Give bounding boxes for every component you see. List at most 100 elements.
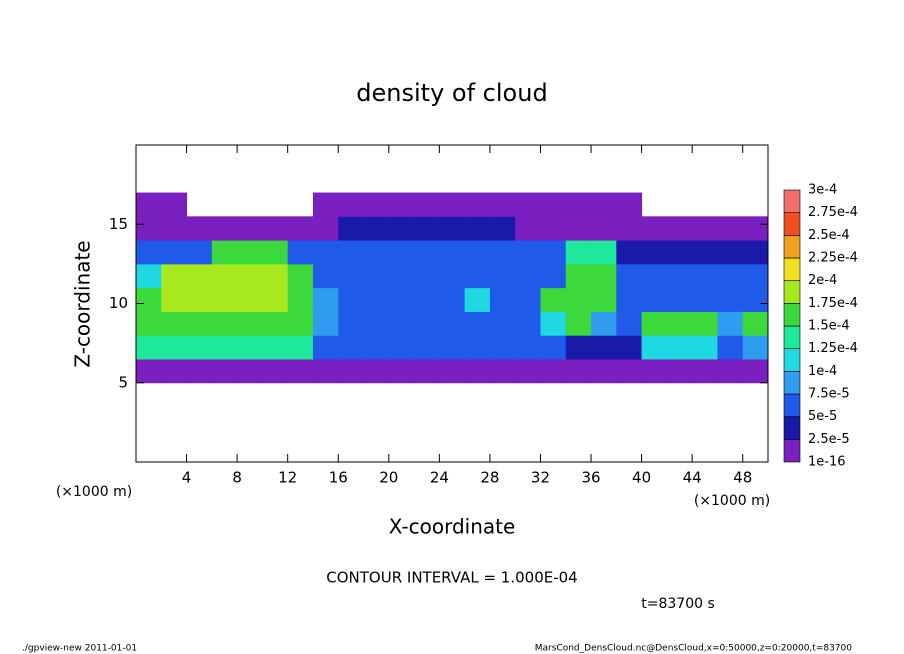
heat-cell: [186, 216, 213, 241]
heat-cell: [338, 287, 365, 312]
footer-right: MarsCond_DensCloud.nc@DensCloud,x=0:5000…: [535, 644, 852, 654]
heat-cell: [565, 240, 592, 265]
heat-cell: [161, 358, 188, 384]
heat-cell: [136, 358, 162, 384]
heat-cell: [439, 287, 466, 312]
heat-cell: [287, 240, 314, 265]
heat-cell: [717, 335, 744, 360]
heat-cell: [439, 358, 466, 384]
heat-cell: [717, 358, 744, 384]
heat-cell: [312, 216, 339, 241]
heat-cell: [439, 240, 466, 265]
heat-cell: [717, 311, 744, 336]
contour-note: CONTOUR INTERVAL = 1.000E-04: [326, 569, 577, 587]
x-unit: (×1000 m): [56, 484, 132, 500]
y-tick-label: 5: [118, 373, 128, 391]
heat-cell: [136, 192, 162, 217]
heat-cell: [616, 263, 643, 289]
heat-cell: [742, 287, 769, 312]
heat-cell: [262, 216, 289, 241]
heat-cell: [161, 240, 188, 265]
heat-cell: [666, 287, 693, 312]
heat-cell: [489, 335, 516, 360]
heat-cell: [666, 240, 693, 265]
heat-cell: [666, 311, 693, 336]
heat-cell: [616, 335, 643, 360]
colorbar-box: [783, 189, 801, 213]
colorbar-label: 1.5e-4: [808, 319, 850, 334]
heat-cell: [565, 287, 592, 312]
heat-cell: [641, 358, 668, 384]
heat-cell: [692, 216, 718, 241]
heat-cell: [186, 240, 213, 265]
heat-cell: [616, 216, 643, 241]
colorbar-label: 2.25e-4: [808, 251, 858, 266]
heat-cell: [616, 311, 643, 336]
heat-cell: [186, 335, 213, 360]
heat-cell: [388, 216, 415, 241]
heat-cell: [287, 311, 314, 336]
heat-cell: [591, 240, 617, 265]
heat-cell: [692, 240, 718, 265]
colorbar-label: 5e-5: [808, 409, 837, 424]
heat-cell: [211, 311, 238, 336]
heat-cell: [338, 240, 365, 265]
heat-cell: [565, 311, 592, 336]
heat-cell: [439, 311, 466, 336]
colorbar-label: 7.5e-5: [808, 387, 850, 402]
heat-cell: [489, 287, 516, 312]
heat-cell: [211, 358, 238, 384]
heat-cell: [464, 263, 491, 289]
heat-cell: [439, 216, 466, 241]
heat-cell: [363, 287, 390, 312]
heat-cell: [515, 335, 541, 360]
colorbar-box: [783, 325, 801, 349]
x-tick-label: 4: [182, 469, 192, 487]
heat-cell: [262, 240, 289, 265]
x-unit: (×1000 m): [694, 493, 770, 509]
heat-cell: [616, 240, 643, 265]
heat-cell: [363, 240, 390, 265]
heat-cell: [464, 287, 491, 312]
x-tick-label: 24: [430, 469, 449, 487]
heat-cell: [312, 192, 339, 217]
heat-cell: [540, 263, 567, 289]
heat-cell: [515, 263, 541, 289]
heat-cell: [692, 287, 718, 312]
heat-cell: [338, 358, 365, 384]
colorbar-label: 1e-16: [808, 455, 846, 470]
heat-cell: [211, 263, 238, 289]
heat-cell: [388, 335, 415, 360]
heat-cell: [489, 240, 516, 265]
heat-cell: [641, 311, 668, 336]
heat-cell: [515, 287, 541, 312]
heat-cell: [439, 192, 466, 217]
heat-cell: [540, 358, 567, 384]
heat-cell: [414, 335, 440, 360]
heat-cell: [464, 358, 491, 384]
heat-cell: [515, 311, 541, 336]
heat-cell: [211, 216, 238, 241]
heat-cell: [338, 192, 365, 217]
x-tick-label: 44: [683, 469, 702, 487]
heat-cell: [136, 311, 162, 336]
colorbar-label: 1e-4: [808, 364, 837, 379]
colorbar-label: 2.5e-4: [808, 228, 850, 243]
heat-cell: [489, 358, 516, 384]
heat-cell: [616, 192, 643, 217]
colorbar-box: [783, 371, 801, 395]
heat-cell: [388, 287, 415, 312]
heat-cell: [363, 263, 390, 289]
heat-cell: [565, 358, 592, 384]
heat-cell: [211, 335, 238, 360]
colorbar-box: [783, 439, 801, 463]
heat-cell: [515, 240, 541, 265]
heat-cell: [312, 358, 339, 384]
heat-cell: [489, 311, 516, 336]
y-tick-label: 15: [109, 215, 128, 233]
heat-cell: [186, 311, 213, 336]
colorbar-label: 2.5e-5: [808, 432, 850, 447]
heat-cell: [312, 287, 339, 312]
colorbar-box: [783, 280, 801, 304]
heat-cell: [742, 335, 769, 360]
